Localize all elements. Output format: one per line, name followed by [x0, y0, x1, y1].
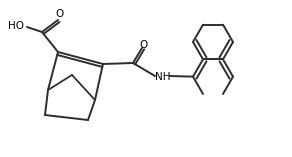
Text: O: O — [140, 40, 148, 50]
Text: NH: NH — [155, 72, 171, 82]
Text: O: O — [56, 9, 64, 19]
Text: HO: HO — [8, 21, 24, 31]
